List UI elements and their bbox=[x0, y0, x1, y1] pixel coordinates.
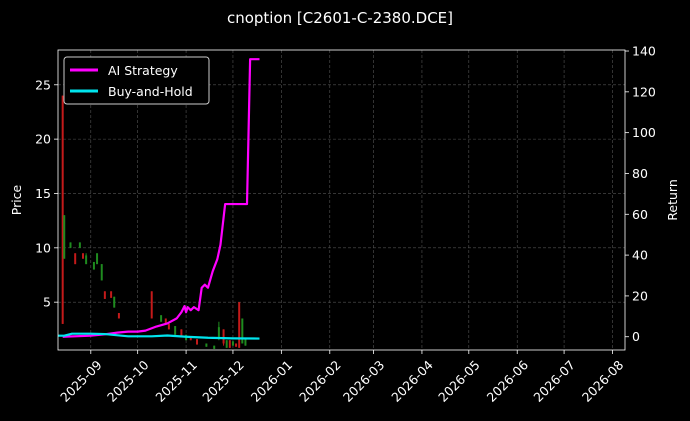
candle-body bbox=[217, 327, 220, 337]
y-left-tick-label: 10 bbox=[35, 240, 51, 255]
y-axis-right: 0 20 40 60 80 100 120 140 bbox=[625, 44, 656, 344]
candle-body bbox=[85, 255, 88, 265]
candle-body bbox=[238, 302, 241, 348]
y-axis-right-title: Return bbox=[665, 179, 680, 220]
legend-box bbox=[63, 56, 210, 105]
plot-frame bbox=[57, 49, 626, 351]
candle-body bbox=[150, 291, 153, 319]
y-axis-left: 5 10 15 20 25 bbox=[35, 77, 58, 310]
candle-body bbox=[74, 253, 77, 265]
candle-body bbox=[228, 340, 231, 348]
candle-body bbox=[205, 343, 208, 347]
series-line-ai-strategy bbox=[62, 58, 260, 338]
candle-body bbox=[164, 318, 167, 324]
y-right-tick-label: 140 bbox=[632, 44, 656, 59]
candle-body bbox=[63, 215, 66, 259]
candle-body bbox=[225, 340, 228, 348]
series-lines bbox=[58, 58, 260, 340]
candle-body bbox=[174, 326, 177, 335]
legend-label-buy-and-hold: Buy-and-Hold bbox=[108, 84, 193, 99]
candle-body bbox=[96, 253, 99, 265]
candle-body bbox=[231, 341, 234, 346]
candle-body bbox=[241, 318, 244, 344]
candle-body bbox=[110, 291, 113, 298]
y-right-tick-label: 0 bbox=[632, 329, 640, 344]
candle-body bbox=[189, 336, 192, 341]
candle-body bbox=[167, 323, 170, 330]
chart-title: cnoption [C2601-C-2380.DCE] bbox=[227, 9, 453, 27]
candle-body bbox=[100, 264, 103, 281]
candle-body bbox=[78, 242, 81, 248]
candle-body bbox=[92, 261, 95, 270]
candle-body bbox=[213, 345, 216, 349]
candle-body bbox=[117, 313, 120, 319]
y-right-tick-label: 80 bbox=[632, 166, 648, 181]
legend: AI Strategy Buy-and-Hold bbox=[63, 56, 210, 105]
y-left-tick-label: 20 bbox=[35, 132, 51, 147]
candle-body bbox=[222, 329, 225, 344]
candle-body bbox=[235, 343, 238, 347]
y-left-tick-label: 15 bbox=[35, 186, 51, 201]
candle-body bbox=[113, 296, 116, 308]
y-axis-left-title: Price bbox=[9, 184, 24, 215]
candle-body bbox=[180, 329, 183, 337]
candle-body bbox=[69, 242, 72, 248]
y-right-tick-label: 40 bbox=[632, 248, 648, 263]
candle-body bbox=[103, 291, 106, 299]
candle-body bbox=[160, 315, 163, 322]
legend-label-ai-strategy: AI Strategy bbox=[108, 63, 178, 78]
y-right-tick-label: 120 bbox=[632, 84, 656, 99]
y-right-tick-label: 20 bbox=[632, 288, 648, 303]
y-right-tick-label: 60 bbox=[632, 207, 648, 222]
candle-body bbox=[196, 339, 199, 345]
y-left-tick-label: 5 bbox=[43, 295, 51, 310]
candle-body bbox=[244, 339, 247, 346]
candle-body bbox=[61, 95, 64, 324]
y-left-tick-label: 25 bbox=[35, 77, 51, 92]
y-right-tick-label: 100 bbox=[632, 125, 656, 140]
candle-body bbox=[81, 253, 84, 259]
series-line-buy-and-hold bbox=[58, 332, 260, 340]
